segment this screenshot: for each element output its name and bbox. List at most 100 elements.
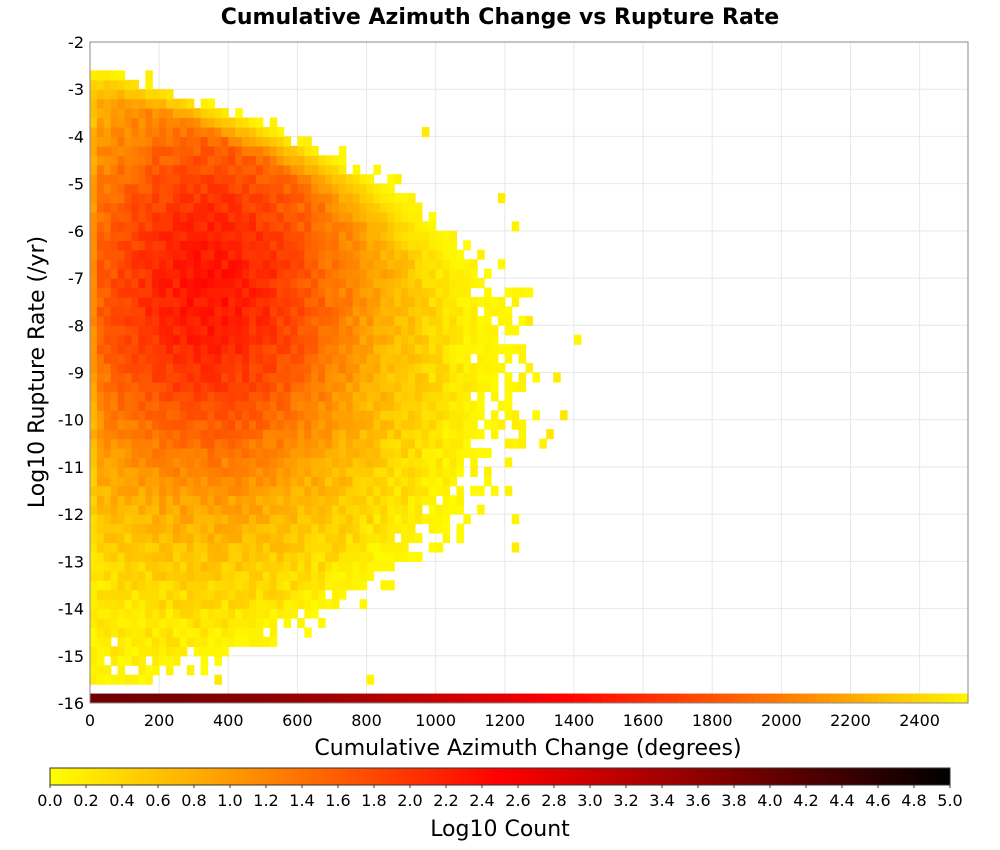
heatmap-cell	[331, 599, 340, 610]
heatmap-cell	[421, 353, 430, 364]
heatmap-cell	[221, 164, 229, 175]
heatmap-cell	[138, 363, 146, 374]
heatmap-cell	[421, 240, 430, 251]
heatmap-cell	[255, 372, 264, 383]
heatmap-cell	[359, 466, 368, 477]
heatmap-cell	[255, 542, 264, 553]
heatmap-cell	[290, 485, 298, 496]
heatmap-cell	[518, 372, 527, 383]
heatmap-cell	[380, 363, 388, 374]
heatmap-cell	[214, 533, 222, 544]
heatmap-cell	[262, 211, 271, 223]
heatmap-cell	[96, 400, 105, 411]
heatmap-cell	[145, 193, 153, 204]
heatmap-cell	[200, 570, 209, 581]
heatmap-cell	[421, 485, 430, 496]
heatmap-cell	[249, 155, 257, 166]
heatmap-cell	[283, 145, 292, 156]
heatmap-cell	[200, 306, 209, 317]
heatmap-cell	[269, 202, 278, 213]
heatmap-cell	[172, 514, 181, 525]
heatmap-cell	[338, 193, 347, 204]
heatmap-cell	[290, 334, 298, 345]
heatmap-cell	[345, 174, 354, 185]
heatmap-cell	[145, 70, 153, 81]
heatmap-cell	[311, 410, 319, 421]
heatmap-cell	[297, 533, 305, 544]
heatmap-cell	[214, 551, 222, 562]
heatmap-cell	[532, 693, 540, 703]
heatmap-cell	[504, 353, 513, 364]
heatmap-cell	[338, 249, 347, 260]
heatmap-cell	[352, 230, 361, 241]
heatmap-cell	[373, 410, 381, 421]
heatmap-cell	[331, 174, 340, 185]
heatmap-cell	[380, 193, 388, 204]
heatmap-cell	[90, 476, 98, 487]
heatmap-cell	[276, 145, 285, 156]
heatmap-cell	[484, 334, 492, 345]
heatmap-cell	[166, 98, 174, 109]
heatmap-cell	[387, 580, 395, 591]
heatmap-cell	[283, 410, 292, 421]
heatmap-cell	[359, 476, 368, 487]
heatmap-cell	[172, 400, 181, 411]
heatmap-cell	[401, 287, 409, 298]
heatmap-cell	[463, 410, 471, 421]
heatmap-cell	[401, 278, 409, 289]
heatmap-cell	[166, 89, 174, 100]
heatmap-cell	[138, 646, 146, 657]
heatmap-cell	[152, 221, 160, 232]
heatmap-cell	[124, 296, 133, 307]
heatmap-cell	[421, 514, 430, 525]
heatmap-cell	[401, 381, 409, 392]
heatmap-cell	[352, 268, 361, 279]
heatmap-cell	[456, 372, 464, 383]
heatmap-cell	[152, 268, 160, 279]
heatmap-cell	[131, 325, 139, 336]
heatmap-cell	[131, 599, 139, 610]
heatmap-cell	[366, 693, 375, 703]
heatmap-cell	[331, 580, 340, 591]
heatmap-cell	[159, 400, 167, 411]
heatmap-cell	[200, 410, 209, 421]
heatmap-cell	[131, 674, 139, 685]
heatmap-cell	[449, 363, 458, 374]
heatmap-cell	[325, 315, 333, 326]
heatmap-cell	[401, 249, 409, 260]
heatmap-cell	[276, 599, 285, 610]
heatmap-cell	[283, 306, 292, 317]
heatmap-cell	[262, 419, 271, 430]
heatmap-cell	[200, 400, 209, 411]
heatmap-cell	[504, 410, 513, 421]
heatmap-cell	[463, 372, 471, 383]
heatmap-cell	[214, 542, 222, 553]
heatmap-cell	[193, 618, 202, 629]
heatmap-cell	[318, 296, 326, 307]
heatmap-cell	[477, 429, 485, 440]
heatmap-cell	[159, 183, 167, 194]
heatmap-cell	[262, 608, 271, 619]
heatmap-cell	[228, 315, 236, 326]
heatmap-cell	[428, 410, 437, 421]
heatmap-cell	[304, 211, 312, 223]
heatmap-cell	[145, 268, 153, 279]
heatmap-cell	[414, 504, 423, 515]
heatmap-cell	[325, 268, 333, 279]
heatmap-cell	[110, 363, 119, 374]
heatmap-cell	[283, 391, 292, 402]
heatmap-cell	[504, 693, 513, 703]
y-tick-label: -14	[58, 600, 84, 619]
heatmap-cell	[449, 287, 458, 298]
heatmap-cell	[297, 495, 305, 506]
heatmap-cell	[207, 164, 216, 175]
heatmap-cell	[207, 457, 216, 468]
heatmap-cell	[172, 448, 181, 459]
heatmap-cell	[159, 174, 167, 185]
heatmap-cell	[124, 381, 133, 392]
heatmap-cell	[138, 589, 146, 600]
heatmap-cell	[401, 495, 409, 506]
heatmap-cell	[401, 268, 409, 279]
heatmap-cell	[200, 193, 209, 204]
heatmap-cell	[414, 363, 423, 374]
